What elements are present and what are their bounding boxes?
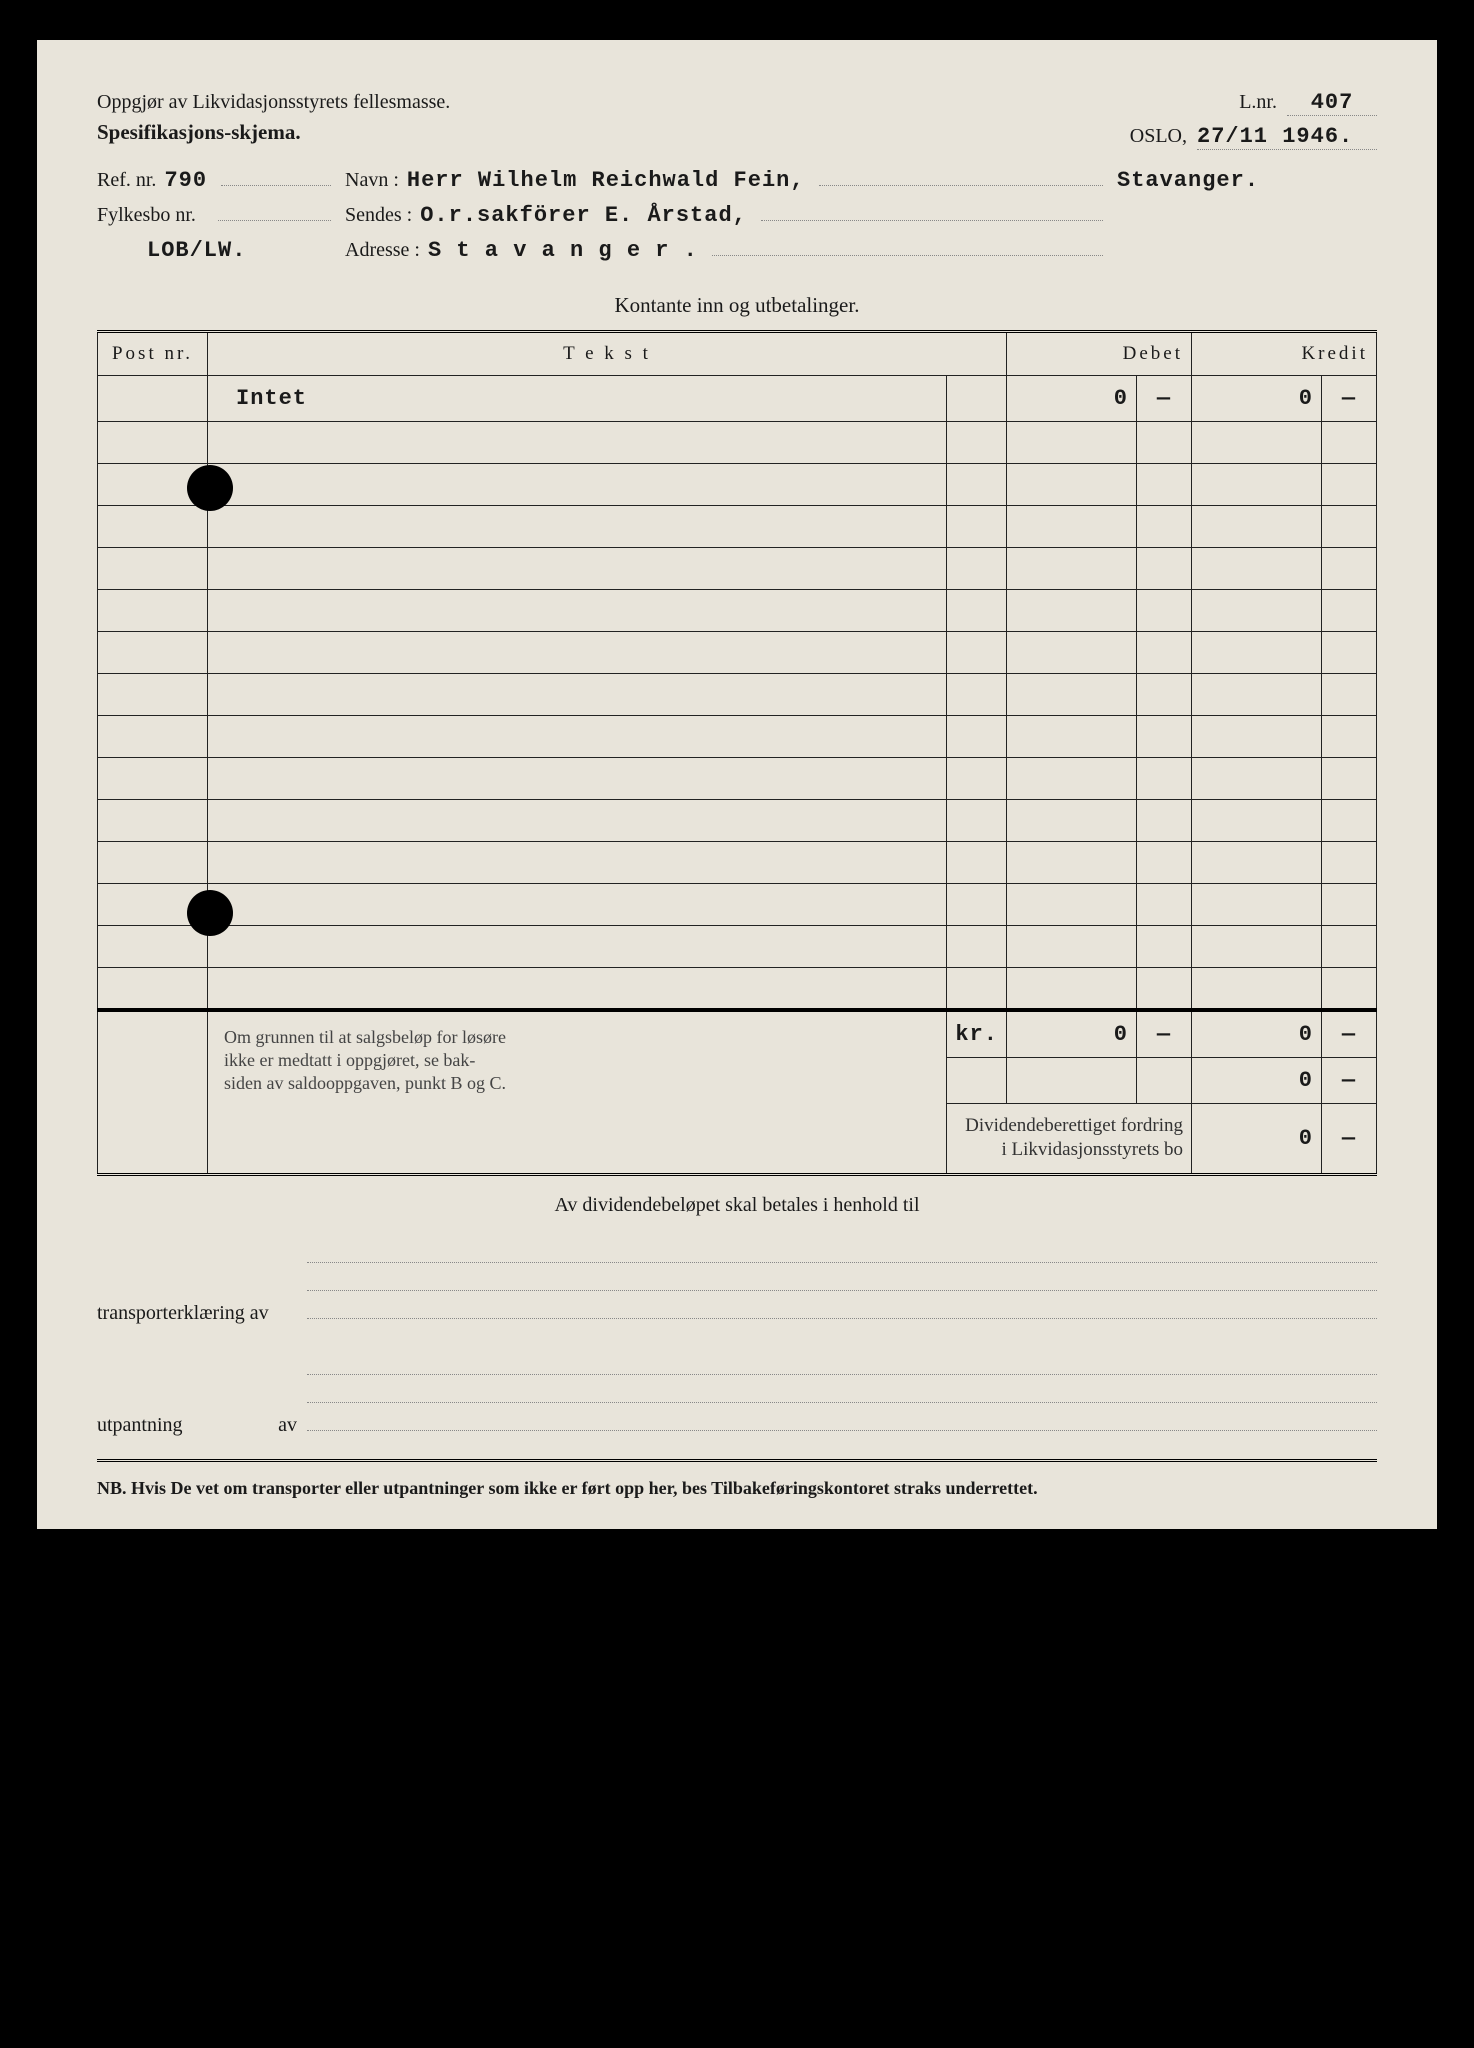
ref-label: Ref. nr. (97, 169, 156, 192)
col-header-debet: Debet (1007, 332, 1192, 376)
table-row (98, 422, 1377, 464)
table-row (98, 758, 1377, 800)
table-row (98, 464, 1377, 506)
total-kredit-int: 0 (1299, 1022, 1313, 1047)
section-title: Kontante inn og utbetalinger. (97, 293, 1377, 318)
totals-row: Om grunnen til at salgsbeløp for løsøre … (98, 1010, 1377, 1058)
title-line-2: Spesifikasjons-skjema. (97, 120, 450, 145)
bottom-title: Av dividendebeløpet skal betales i henho… (97, 1194, 1377, 1217)
table-row: Intet 0 — 0 — (98, 376, 1377, 422)
total-kredit-dec: — (1342, 1022, 1356, 1047)
punch-hole-icon (187, 465, 233, 511)
table-row (98, 674, 1377, 716)
col-header-post: Post nr. (98, 332, 208, 376)
kredit-dec: — (1342, 386, 1356, 411)
table-row (98, 842, 1377, 884)
stamp-line: Om grunnen til at salgsbeløp for løsøre (224, 1026, 930, 1049)
adresse-value: S t a v a n g e r . (428, 238, 698, 263)
navn-value: Herr Wilhelm Reichwald Fein, (407, 168, 805, 193)
total-debet-dec: — (1157, 1022, 1171, 1047)
table-row (98, 590, 1377, 632)
oslo-label: OSLO, (1130, 125, 1187, 148)
debet-int: 0 (1114, 386, 1128, 411)
table-row (98, 968, 1377, 1010)
table-row (98, 632, 1377, 674)
utpant-label: utpantning (97, 1414, 217, 1437)
ref-value: 790 (164, 168, 207, 193)
table-row (98, 548, 1377, 590)
sendes-value: O.r.sakförer E. Årstad, (420, 203, 747, 228)
ledger-table: Post nr. T e k s t Debet Kredit Intet 0 … (97, 330, 1377, 1176)
table-row (98, 884, 1377, 926)
total-kredit-dec: — (1342, 1068, 1356, 1093)
transport-label: transporterklæring av (97, 1302, 297, 1325)
table-row (98, 800, 1377, 842)
total-debet-int: 0 (1114, 1022, 1128, 1047)
table-row (98, 716, 1377, 758)
col-header-kredit: Kredit (1192, 332, 1377, 376)
stamp-line: ikke er medtatt i oppgjøret, se bak- (224, 1049, 930, 1072)
dividend-int: 0 (1299, 1126, 1313, 1151)
table-row (98, 926, 1377, 968)
dividend-dec: — (1342, 1126, 1356, 1151)
punch-hole-icon (187, 890, 233, 936)
kredit-int: 0 (1299, 386, 1313, 411)
oslo-date: 27/11 1946. (1197, 124, 1377, 150)
debet-dec: — (1157, 386, 1171, 411)
navn-label: Navn : (345, 169, 399, 192)
lnr-label: L.nr. (1239, 91, 1277, 114)
row-text: Intet (216, 386, 307, 411)
dividend-label: Dividendeberettiget fordring i Likvidasj… (965, 1115, 1183, 1161)
document-page: Oppgjør av Likvidasjonsstyrets fellesmas… (37, 40, 1437, 1529)
lnr-value: 407 (1287, 90, 1377, 116)
sendes-label: Sendes : (345, 204, 412, 227)
kr-label: kr. (955, 1022, 998, 1047)
total-kredit-int: 0 (1299, 1068, 1313, 1093)
code-value: LOB/LW. (147, 238, 246, 263)
av-label: av (227, 1414, 297, 1437)
title-line-1: Oppgjør av Likvidasjonsstyrets fellesmas… (97, 91, 450, 114)
bottom-section: Av dividendebeløpet skal betales i henho… (97, 1194, 1377, 1437)
navn-place: Stavanger. (1117, 168, 1259, 193)
table-row (98, 506, 1377, 548)
nb-notice: NB. Hvis De vet om transporter eller utp… (97, 1459, 1377, 1499)
fylkes-label: Fylkesbo nr. (97, 204, 196, 227)
stamp-text: Om grunnen til at salgsbeløp for løsøre … (216, 1022, 938, 1100)
adresse-label: Adresse : (345, 239, 420, 262)
col-header-text: T e k s t (208, 332, 1007, 376)
header: Oppgjør av Likvidasjonsstyrets fellesmas… (97, 90, 1377, 263)
stamp-line: siden av saldooppgaven, punkt B og C. (224, 1072, 930, 1095)
